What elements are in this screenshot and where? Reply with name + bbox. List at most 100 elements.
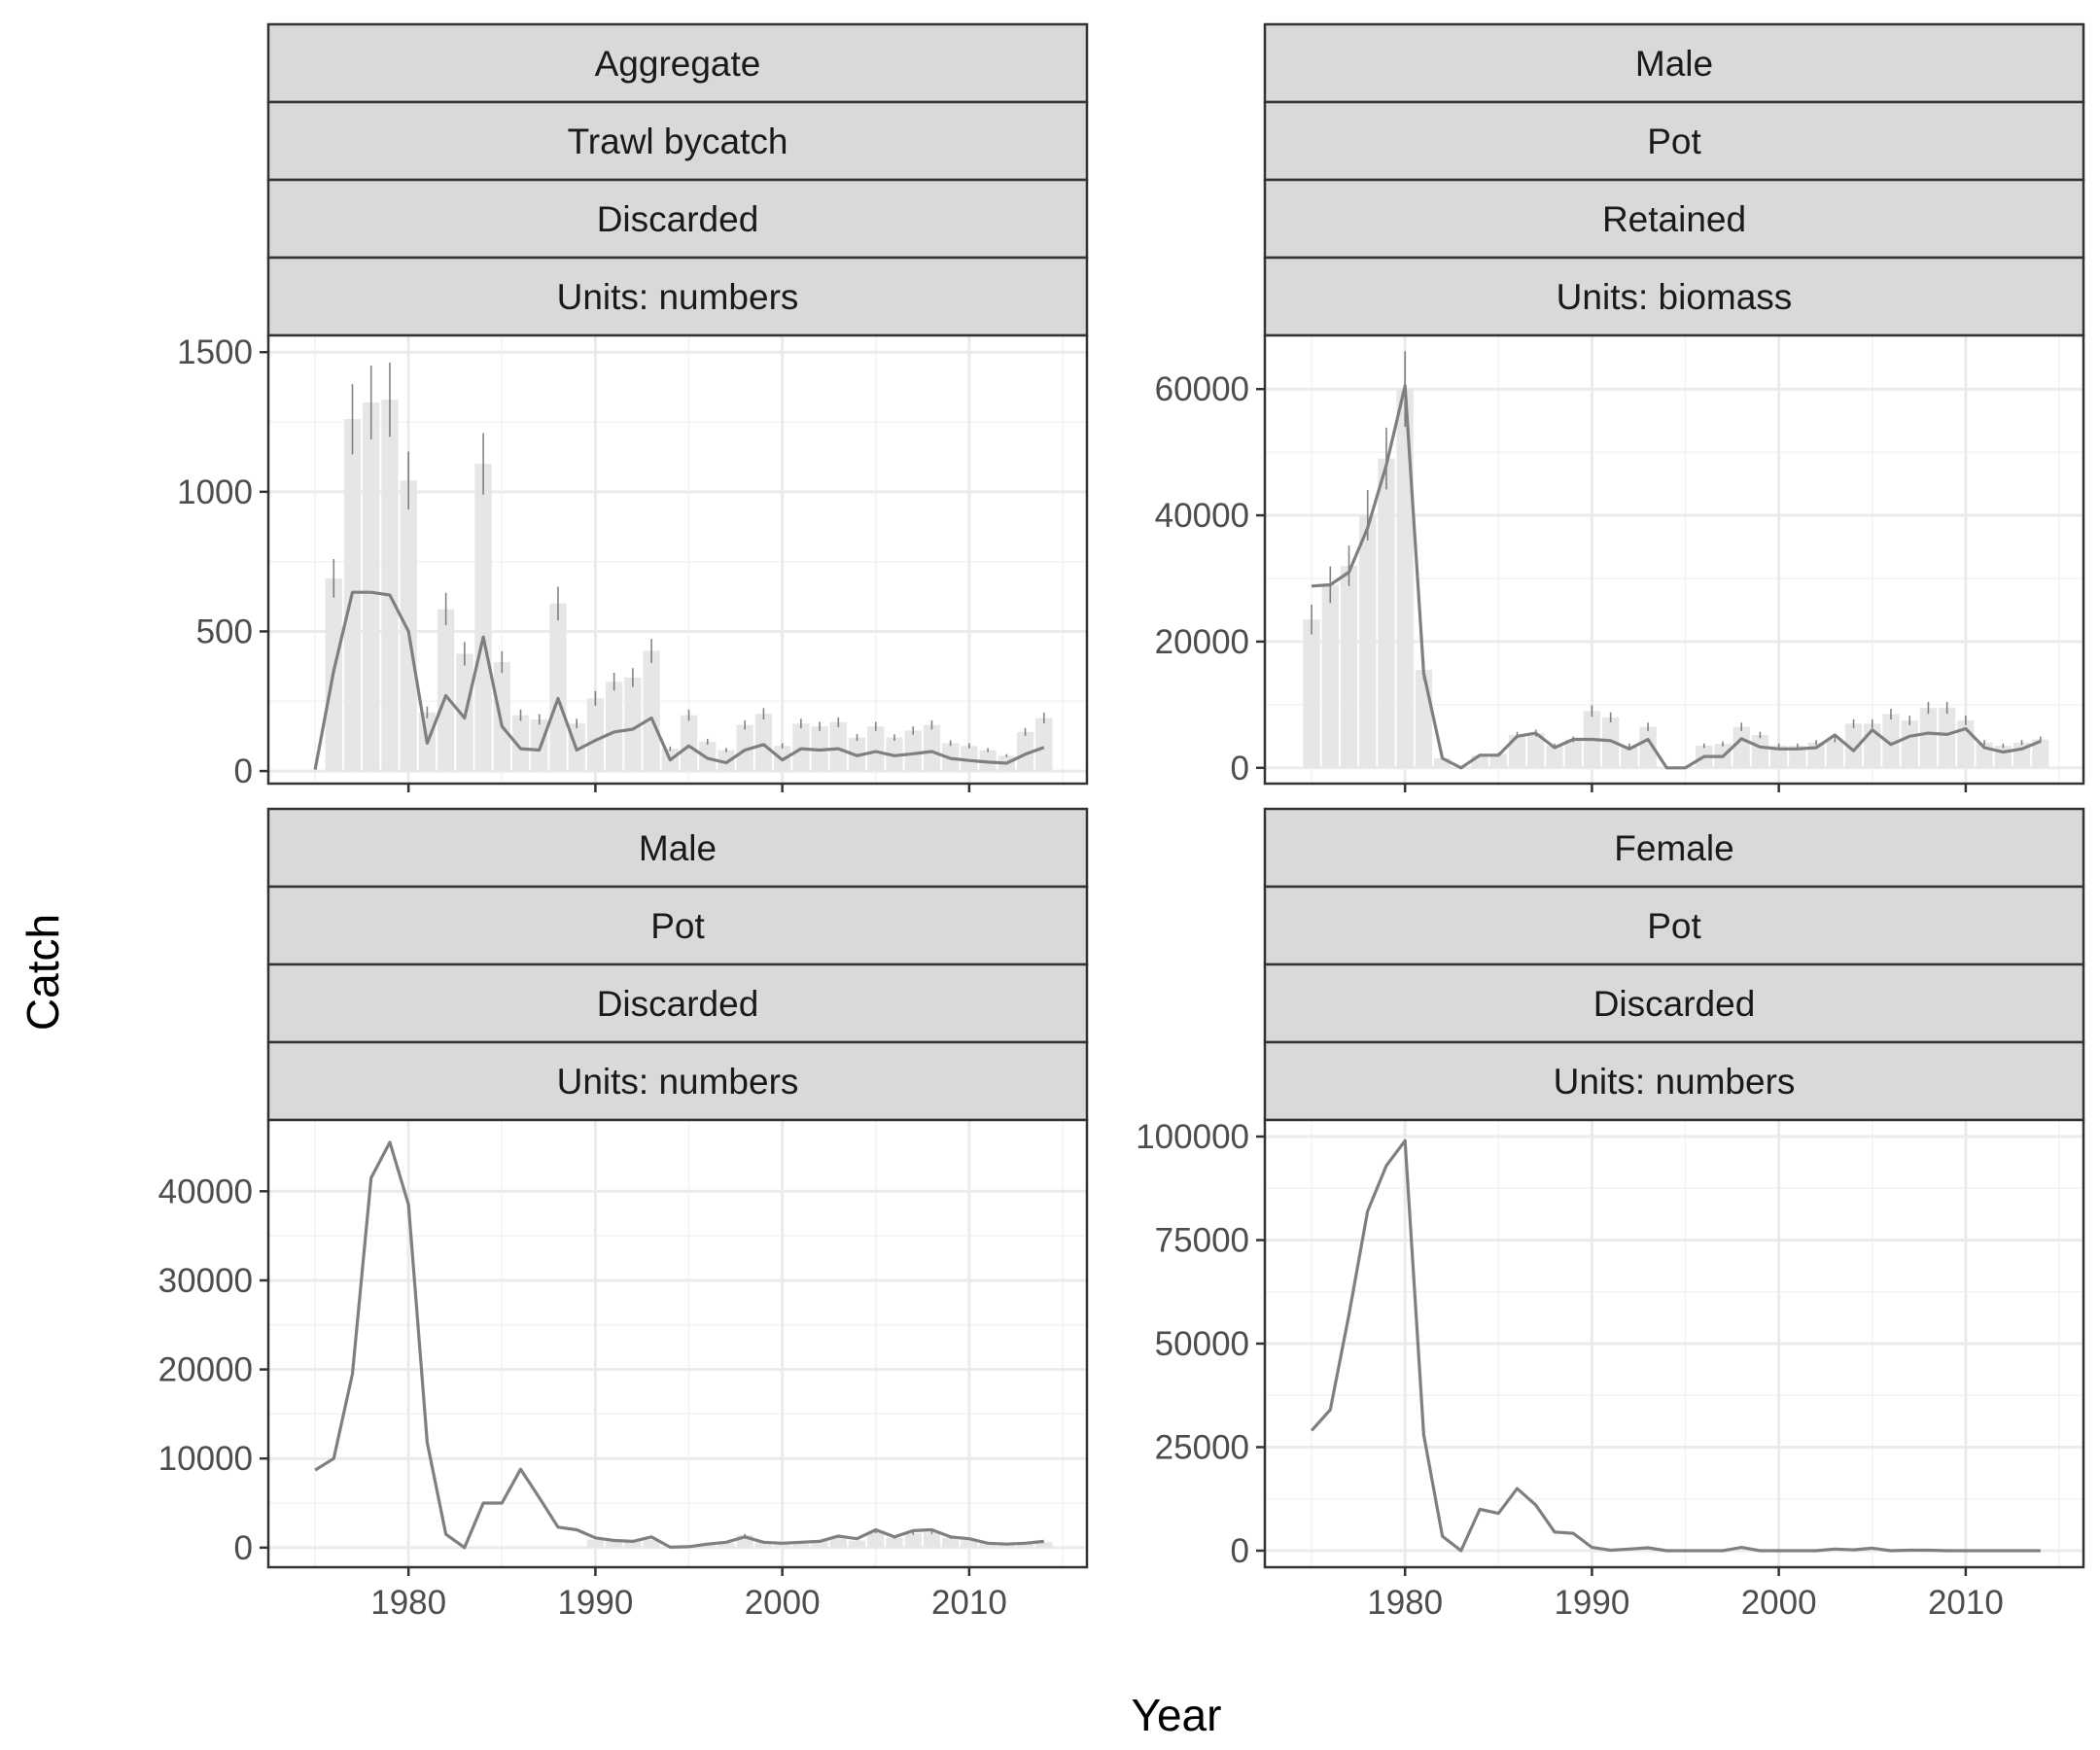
y-tick-label: 40000: [1155, 497, 1249, 535]
y-tick-label: 0: [1231, 750, 1249, 788]
y-tick-label: 0: [1231, 1532, 1249, 1570]
facet-strip: [1263, 807, 2085, 889]
facet-strip-label: Male: [1635, 44, 1713, 84]
facet-strip-label: Male: [639, 828, 717, 868]
observed-bar: [1826, 739, 1843, 768]
observed-bar: [811, 1541, 828, 1548]
predicted-series-line: [1311, 384, 2042, 770]
facet-strip: [266, 22, 1089, 104]
facet-strip-label: Aggregate: [595, 44, 761, 84]
y-tick-label: 75000: [1155, 1222, 1249, 1260]
plot-background: [268, 1120, 1087, 1567]
x-tick-label: 2010: [931, 1584, 1007, 1622]
x-tick-label: 2000: [1741, 1584, 1817, 1622]
observed-bar: [961, 1539, 978, 1548]
observed-bar: [586, 1539, 605, 1548]
observed-bar: [699, 1545, 717, 1548]
observed-bar: [1035, 718, 1053, 772]
observed-bar: [531, 718, 548, 772]
observed-bar: [1882, 714, 1900, 768]
x-tick-label: 2000: [745, 1584, 821, 1622]
observed-bar: [1016, 731, 1034, 772]
observed-bar: [1939, 708, 1956, 768]
observed-bar: [1844, 723, 1863, 768]
facet-strip-label: Pot: [1647, 122, 1701, 161]
observed-bar: [511, 715, 530, 772]
observed-bar: [624, 1541, 642, 1548]
observed-bar: [549, 603, 567, 772]
facet-strip-label: Units: numbers: [1554, 1062, 1796, 1102]
observed-bar: [1919, 708, 1938, 768]
facet-strip: [1263, 1040, 2085, 1122]
x-axis-title: Year: [1132, 1690, 1222, 1740]
panel-border: [266, 333, 1089, 786]
panel-border: [1263, 333, 2085, 786]
observed-bar: [400, 480, 417, 772]
x-tick-label: 1990: [557, 1584, 633, 1622]
observed-bar: [1489, 753, 1507, 768]
facet-strip: [266, 885, 1089, 966]
facet-strip: [266, 807, 1089, 889]
observed-bar: [792, 1542, 810, 1548]
y-tick-label: 20000: [158, 1351, 253, 1389]
observed-bar: [363, 402, 380, 772]
observed-bar: [754, 714, 773, 772]
y-tick-label: 500: [196, 612, 253, 650]
y-tick-label: 40000: [158, 1172, 253, 1210]
observed-bar: [848, 1540, 866, 1548]
observed-bar: [886, 1537, 903, 1548]
y-tick-label: 0: [234, 1529, 253, 1567]
observed-bar: [1639, 726, 1657, 768]
observed-bar: [699, 741, 717, 772]
facet-strip: [266, 178, 1089, 260]
predicted-series-line: [313, 590, 1045, 770]
observed-bar: [867, 1531, 885, 1548]
y-axis-title: Catch: [18, 914, 68, 1031]
observed-bar: [437, 609, 455, 772]
observed-bar: [736, 724, 753, 772]
facet-strip-label: Trawl bycatch: [568, 122, 788, 161]
y-tick-label: 0: [234, 752, 253, 790]
facet-strip: [1263, 178, 2085, 260]
facet-strip: [1263, 100, 2085, 182]
x-tick-label: 1990: [1554, 1584, 1629, 1622]
x-tick-label: 2010: [1928, 1584, 2004, 1622]
panel-border: [266, 1118, 1089, 1569]
observed-bar: [643, 1539, 660, 1548]
facet-strip-label: Discarded: [597, 199, 759, 239]
x-tick-label: 1980: [370, 1584, 446, 1622]
observed-bar: [1321, 584, 1339, 768]
observed-bar: [1016, 1543, 1034, 1548]
facet-strip-label: Pot: [650, 906, 705, 946]
facet-strip: [266, 100, 1089, 182]
observed-bar: [680, 715, 698, 772]
observed-bar: [754, 1542, 773, 1548]
observed-bar: [923, 724, 941, 772]
observed-bar: [979, 1543, 997, 1548]
facet-strip-label: Units: numbers: [557, 1062, 799, 1102]
observed-bar: [1751, 735, 1769, 768]
observed-bar: [605, 682, 623, 772]
observed-bar: [1396, 389, 1414, 768]
observed-bar: [961, 746, 978, 772]
panel-4: Female Pot Discarded Units: numbers 0 25000 50…: [1136, 807, 2085, 1622]
observed-bar: [1340, 565, 1358, 768]
observed-bar: [1415, 670, 1433, 768]
y-tick-label: 1500: [177, 333, 253, 371]
y-tick-label: 1000: [177, 473, 253, 511]
observed-bar: [718, 1543, 735, 1548]
y-tick-label: 100000: [1136, 1118, 1249, 1156]
facet-strip: [1263, 256, 2085, 337]
observed-bar: [643, 650, 660, 772]
observed-bar: [942, 1537, 960, 1548]
observed-bar: [1508, 735, 1526, 768]
observed-bar: [1035, 1542, 1053, 1548]
panel-2: Male Pot Retained Units: biomass 0 20000 40000…: [1155, 22, 2085, 792]
observed-bar: [1433, 758, 1452, 768]
y-tick-label: 60000: [1155, 370, 1249, 408]
observed-bar: [586, 698, 605, 772]
observed-bar: [1770, 746, 1788, 768]
observed-bar: [1527, 733, 1545, 768]
facet-strip-label: Retained: [1602, 199, 1746, 239]
